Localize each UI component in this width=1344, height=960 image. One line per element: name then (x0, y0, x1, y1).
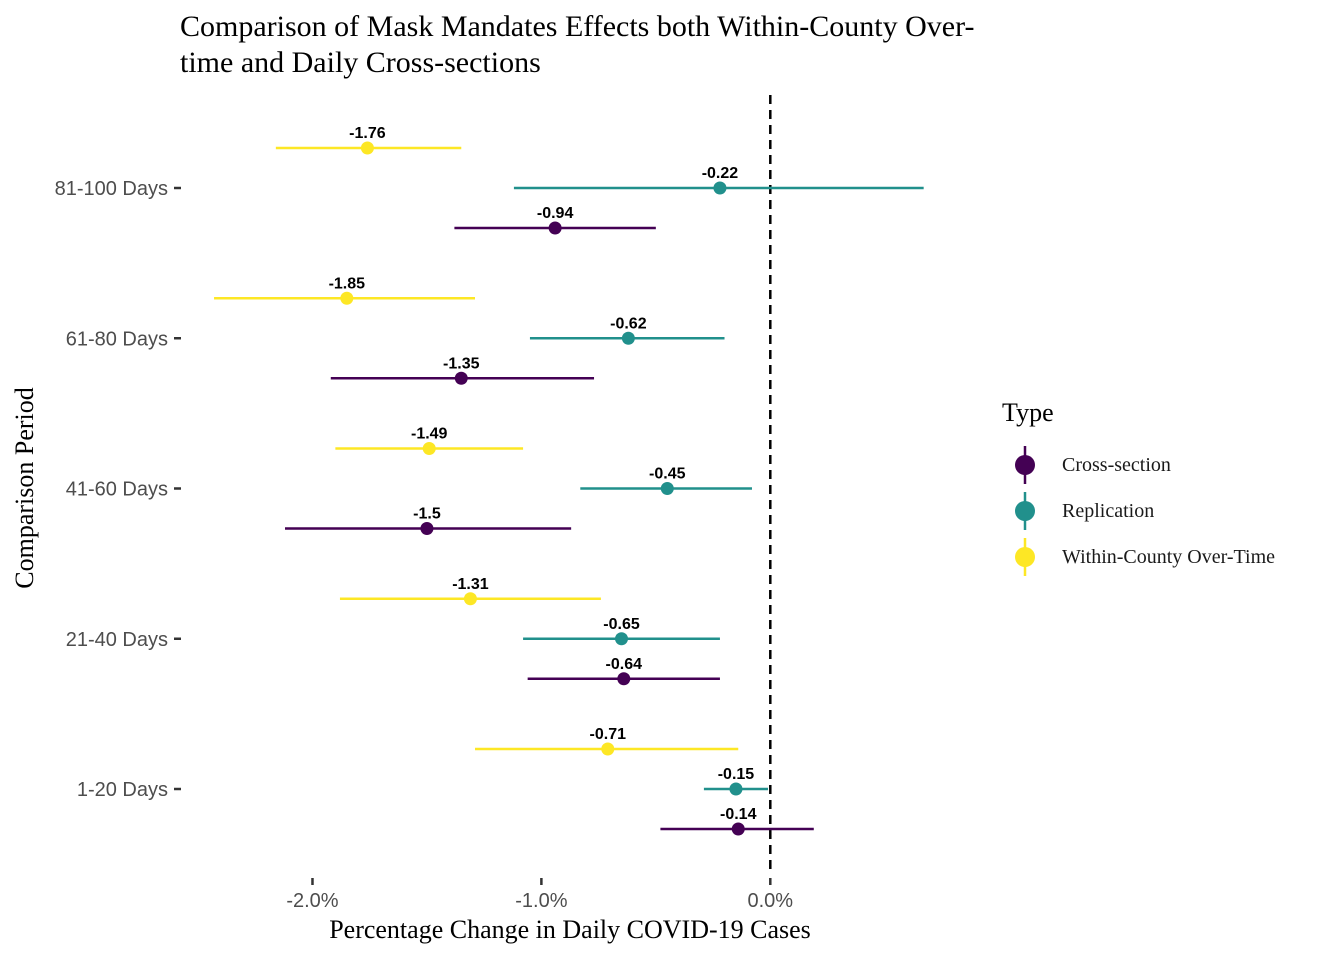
data-point (340, 291, 354, 305)
x-tick-label: -2.0% (286, 890, 338, 912)
x-axis-label: Percentage Change in Daily COVID-19 Case… (329, 915, 811, 944)
data-point (420, 522, 434, 535)
legend-items: Cross-section Replication Within-County Ov… (1002, 442, 1275, 580)
data-label: -1.31 (452, 576, 489, 593)
y-tick-label: 41-60 Days (66, 479, 168, 501)
legend-key-dot (1015, 455, 1035, 475)
data-point (601, 742, 615, 756)
y-tick-label: 21-40 Days (66, 629, 168, 651)
data-point (713, 181, 727, 195)
data-label: -1.35 (443, 355, 480, 372)
legend: Type Cross-section Replication Within-Coun… (1002, 398, 1275, 580)
data-label: -1.76 (349, 125, 386, 142)
data-label: -0.14 (720, 806, 757, 823)
data-label: -0.71 (590, 726, 627, 743)
data-label: -0.62 (610, 315, 647, 332)
data-point (731, 822, 745, 836)
chart-title-line-2: time and Daily Cross-sections (180, 46, 541, 79)
legend-key (1015, 492, 1035, 530)
chart-title-line-1: Comparison of Mask Mandates Effects both… (180, 10, 975, 43)
data-point (617, 672, 631, 686)
data-label: -0.65 (603, 616, 640, 633)
legend-item: Cross-section (1002, 442, 1275, 488)
y-tick-label: 1-20 Days (77, 779, 168, 801)
legend-key (1015, 446, 1035, 484)
data-label: -1.49 (411, 426, 448, 443)
data-point (621, 331, 635, 345)
legend-key-dot (1015, 547, 1035, 567)
data-label: -0.22 (702, 165, 739, 182)
data-label: -0.45 (649, 466, 686, 483)
data-point (615, 632, 629, 646)
legend-item: Within-County Over-Time (1002, 534, 1275, 580)
data-point (454, 371, 468, 385)
legend-label: Replication (1062, 499, 1155, 522)
legend-key (1015, 538, 1035, 576)
data-point (463, 592, 477, 606)
legend-title: Type (1002, 398, 1054, 427)
legend-label: Cross-section (1062, 453, 1171, 476)
x-tick-label: -1.0% (515, 890, 567, 912)
data-point (548, 221, 562, 235)
data-label: -1.5 (413, 506, 441, 523)
legend-item: Replication (1002, 488, 1275, 534)
data-label: -0.15 (718, 766, 755, 783)
data-point (660, 482, 674, 495)
data-label: -0.64 (606, 656, 643, 673)
x-tick-label: 0.0% (747, 890, 793, 912)
data-label: -1.85 (329, 275, 366, 292)
legend-label: Within-County Over-Time (1062, 545, 1276, 568)
y-tick-label: 61-80 Days (66, 328, 168, 350)
legend-key-dot (1015, 501, 1035, 521)
data-point (422, 442, 436, 455)
data-point (729, 782, 743, 796)
data-label: -0.94 (537, 205, 574, 222)
y-axis-label: Comparison Period (10, 387, 39, 589)
y-tick-label: 81-100 Days (55, 178, 168, 200)
data-point (360, 141, 374, 155)
